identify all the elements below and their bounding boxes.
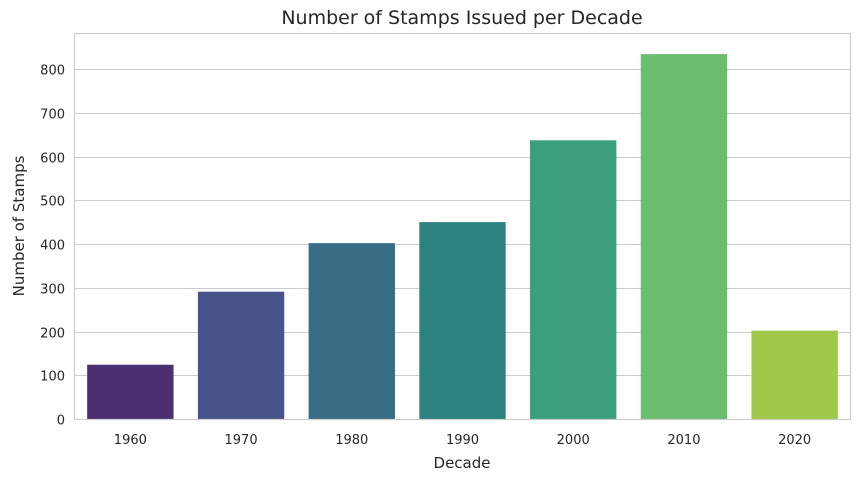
- x-tick-label: 1980: [335, 433, 368, 448]
- x-tick-label: 1960: [114, 433, 147, 448]
- x-tick-label: 2000: [557, 433, 590, 448]
- plot-frame: [73, 32, 852, 421]
- y-axis-label: Number of Stamps: [10, 155, 28, 296]
- bar-1970: [197, 291, 285, 419]
- y-tick-label: 100: [40, 370, 65, 385]
- bar-2020: [751, 330, 838, 419]
- bar-2000: [530, 140, 617, 419]
- x-axis-label: Decade: [434, 454, 491, 472]
- bar-1980: [308, 243, 395, 419]
- bar-1960: [87, 364, 174, 419]
- x-tick-labels: 1960 1970 1980 1990 2000 2010 2020: [114, 433, 811, 448]
- y-tick-label: 600: [40, 152, 65, 167]
- chart-title: Number of Stamps Issued per Decade: [281, 7, 642, 29]
- y-tick-label: 800: [40, 64, 65, 79]
- x-tick-label: 2010: [667, 433, 700, 448]
- y-tick-label: 700: [40, 108, 65, 123]
- y-tick-label: 500: [40, 195, 65, 210]
- y-tick-label: 0: [57, 414, 65, 429]
- bars: [87, 54, 838, 419]
- y-tick-labels: 0 100 200 300 400 500 600 700 800: [40, 64, 65, 429]
- y-tick-label: 400: [40, 239, 65, 254]
- x-tick-label: 1990: [446, 433, 479, 448]
- bar-1990: [419, 222, 506, 419]
- x-tick-label: 1970: [225, 433, 258, 448]
- y-tick-label: 300: [40, 283, 65, 298]
- bar-2010: [640, 54, 728, 419]
- y-tick-label: 200: [40, 327, 65, 342]
- x-tick-label: 2020: [778, 433, 811, 448]
